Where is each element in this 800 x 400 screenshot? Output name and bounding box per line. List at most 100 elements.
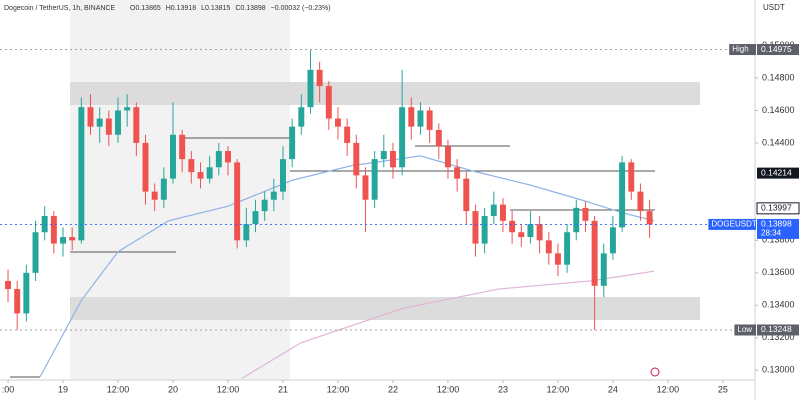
candle-body: [289, 126, 296, 160]
candle-body: [23, 272, 30, 314]
price-tag: [757, 44, 799, 56]
candle-body: [280, 159, 286, 192]
candle-body: [554, 253, 561, 265]
y-tick-label: 0.13400: [762, 300, 795, 310]
candle-body: [124, 107, 131, 111]
candle-body: [133, 107, 140, 143]
moving-average: [39, 155, 655, 378]
price-tag-label: 0.14214: [761, 167, 792, 177]
candle-body: [298, 107, 305, 127]
candle-body: [197, 172, 204, 179]
candle-body: [490, 204, 497, 216]
price-tag: [757, 324, 799, 336]
x-tick-label: 25: [718, 384, 728, 394]
candle-body: [371, 159, 378, 200]
candle-body: [243, 224, 250, 241]
candle-body: [188, 159, 195, 173]
candle-body: [646, 211, 653, 225]
price-tag-name: High: [732, 45, 748, 54]
candle-body: [463, 178, 470, 212]
candle-body: [206, 167, 213, 179]
y-tick-label: 0.14600: [762, 105, 795, 115]
event-icon[interactable]: [650, 367, 660, 377]
candle-body: [600, 253, 607, 286]
x-tick-label: 12:00: [327, 384, 350, 394]
candle-body: [362, 175, 369, 200]
support-zone: [70, 297, 700, 320]
candle-body: [50, 215, 57, 244]
moving-average: [241, 270, 655, 379]
candle-body: [399, 107, 406, 168]
candle-body: [316, 69, 323, 87]
candle-body: [472, 211, 479, 244]
y-tick-label: 0.14400: [762, 137, 795, 147]
candle-body: [325, 86, 332, 119]
y-tick-label: 0.13600: [762, 267, 795, 277]
candle-body: [435, 129, 442, 147]
session-shade: [70, 0, 290, 380]
candle-body: [170, 134, 176, 179]
x-tick-label: 12:00: [217, 384, 240, 394]
x-tick-label: 12:00: [657, 384, 680, 394]
candle-body: [69, 237, 76, 241]
candle-body: [573, 207, 580, 233]
ohlc-legend: C0.13898: [235, 5, 265, 12]
x-tick-label: 21: [278, 384, 288, 394]
candle-body: [5, 280, 11, 290]
price-tag-label: 0.13997: [761, 203, 792, 213]
price-tag-label: 0.13248: [761, 324, 792, 334]
price-tag-name: DOGEUSDT: [711, 220, 756, 229]
x-tick-label: 12:00: [107, 384, 130, 394]
candle-body: [215, 151, 222, 168]
candle-body: [270, 191, 277, 200]
candle-body: [509, 220, 516, 233]
candle-body: [41, 215, 48, 233]
chart-title: Dogecoin / TetherUS, 1h, BINANCE: [4, 5, 115, 12]
ohlc-legend: H0.13918: [166, 5, 196, 12]
candle-body: [380, 151, 387, 160]
price-tag: [756, 202, 800, 215]
candle-body: [591, 220, 598, 286]
candle-body: [353, 142, 360, 176]
candle-body: [179, 134, 186, 160]
price-tag-name-box: [729, 44, 756, 56]
ohlc-legend: −0.00032 (−0.23%): [271, 5, 331, 12]
candle-body: [454, 167, 461, 179]
x-tick-label: 20: [168, 384, 178, 394]
candle-body: [637, 191, 644, 212]
candle-body: [417, 110, 424, 127]
candle-body: [426, 110, 433, 130]
price-tag-name-box: [734, 324, 756, 336]
y-tick-label: 0.13800: [762, 235, 795, 245]
x-tick-label: 22: [388, 384, 398, 394]
price-tag: [757, 167, 799, 179]
candle-body: [582, 207, 589, 221]
ohlc-legend: L0.13815: [201, 5, 230, 12]
price-tag-name-box: [708, 218, 756, 230]
price-tag-name: Low: [737, 325, 752, 334]
candle-body: [96, 118, 103, 127]
candle-body: [142, 142, 149, 192]
candle-body: [78, 107, 85, 241]
candle-body: [564, 232, 571, 265]
candle-body: [105, 118, 112, 135]
x-tick-label: 24: [608, 384, 618, 394]
x-tick-label: 19: [58, 384, 68, 394]
candle-body: [334, 118, 341, 127]
candle-body: [160, 178, 167, 200]
x-tick-label: :00: [2, 384, 15, 394]
candle-body: [389, 151, 396, 168]
candle-body: [60, 237, 66, 244]
price-tag: [757, 218, 799, 239]
price-tag-label: 0.13898: [761, 219, 792, 229]
candle-body: [499, 204, 506, 221]
candle-body: [115, 110, 121, 135]
candle-body: [408, 107, 415, 127]
candle-body: [536, 224, 543, 241]
price-tag-label: 0.14975: [761, 44, 792, 54]
candle-body: [481, 215, 488, 244]
candle-body: [527, 224, 534, 238]
candle-body: [151, 191, 158, 200]
candle-body: [628, 162, 635, 192]
